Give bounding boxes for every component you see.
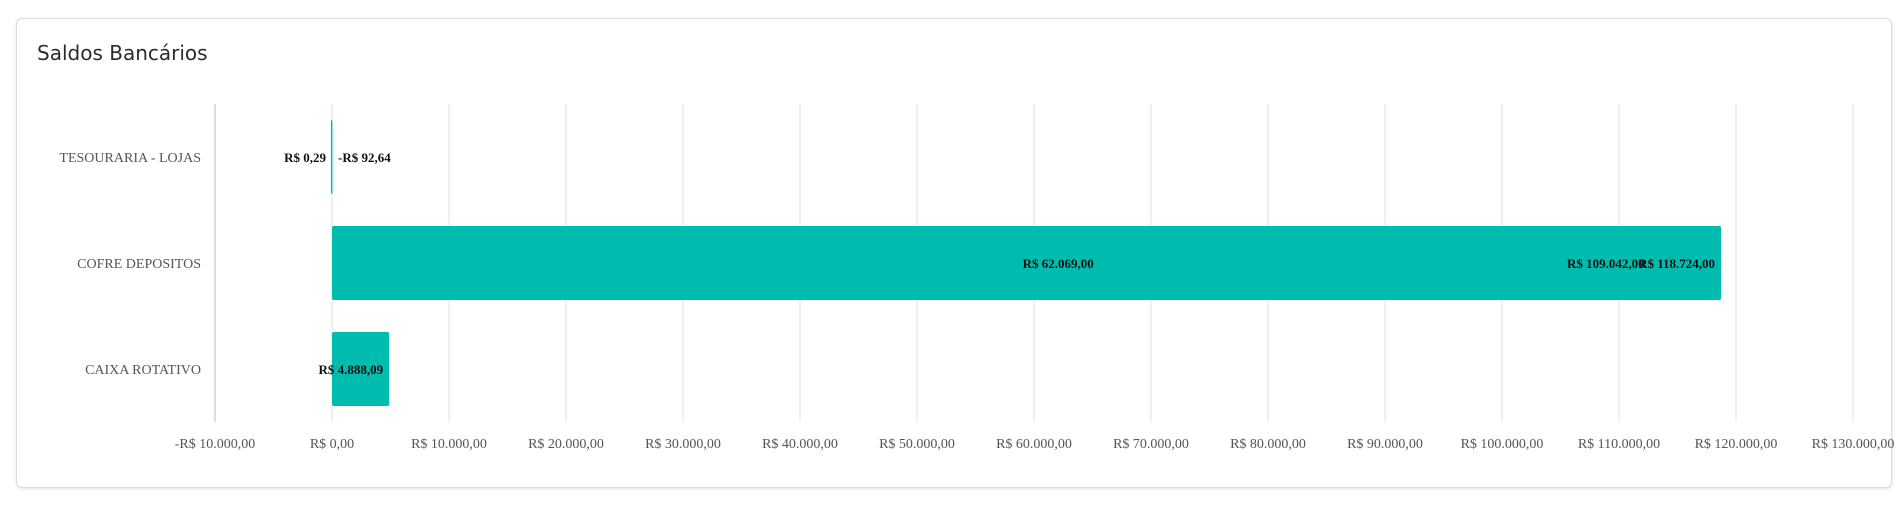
x-tick-label: R$ 110.000,00 <box>1578 437 1660 452</box>
data-labels: R$ 0,29 -R$ 92,64 R$ 62.069,00 R$ 109.042,0… <box>284 150 1715 377</box>
x-tick-label: R$ 120.000,00 <box>1695 437 1778 452</box>
x-tick-label: R$ 0,00 <box>310 437 354 452</box>
x-tick-labels: -R$ 10.000,00 R$ 0,00 R$ 10.000,00 R$ 20.00… <box>175 437 1895 452</box>
category-label: CAIXA ROTATIVO <box>85 363 201 378</box>
category-label: TESOURARIA - LOJAS <box>59 151 201 166</box>
x-tick-label: R$ 30.000,00 <box>645 437 721 452</box>
x-tick-label: R$ 10.000,00 <box>411 437 487 452</box>
x-tick-label: R$ 40.000,00 <box>762 437 838 452</box>
bar[interactable] <box>330 120 333 194</box>
x-tick-label: -R$ 10.000,00 <box>175 437 256 452</box>
x-tick-label: R$ 70.000,00 <box>1113 437 1189 452</box>
bar[interactable] <box>332 332 390 406</box>
chart-title: Saldos Bancários <box>37 41 208 65</box>
x-tick-label: R$ 60.000,00 <box>996 437 1072 452</box>
x-tick-label: R$ 20.000,00 <box>528 437 604 452</box>
category-label: COFRE DEPOSITOS <box>77 257 201 272</box>
data-label: R$ 62.069,00 <box>1023 256 1094 271</box>
data-label: R$ 4.888,09 <box>319 362 384 377</box>
data-label: R$ 0,29 <box>284 150 326 165</box>
x-tick-label: R$ 130.000,00 <box>1812 437 1895 452</box>
bars <box>330 120 1722 406</box>
data-label: R$ 118.724,00 <box>1638 256 1715 271</box>
data-label: R$ 109.042,00 <box>1567 256 1645 271</box>
bar[interactable] <box>332 226 1722 300</box>
x-tick-label: R$ 80.000,00 <box>1230 437 1306 452</box>
x-tick-label: R$ 90.000,00 <box>1347 437 1423 452</box>
x-tick-label: R$ 100.000,00 <box>1461 437 1544 452</box>
data-label: -R$ 92,64 <box>338 150 391 165</box>
x-tick-label: R$ 50.000,00 <box>879 437 955 452</box>
category-labels: TESOURARIA - LOJAS COFRE DEPOSITOS CAIXA R… <box>59 151 201 378</box>
